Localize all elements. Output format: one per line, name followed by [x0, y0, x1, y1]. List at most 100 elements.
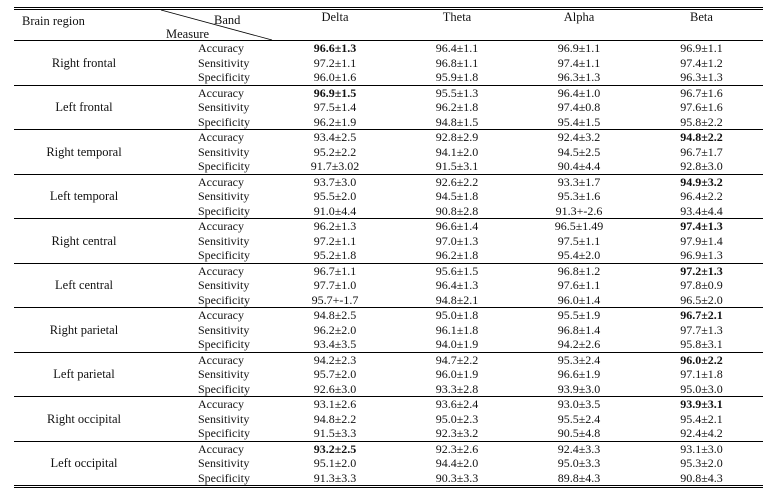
- measure-label: Accuracy: [198, 441, 244, 456]
- value-cell: 95.0±3.0: [680, 381, 723, 396]
- value-cell: 93.4±4.4: [680, 203, 723, 218]
- value-cell: 94.0±1.9: [435, 337, 479, 351]
- value-cell: 97.5±1.4: [313, 100, 357, 114]
- table-row: Specificity 91.5±3.3 92.3±3.2 90.5±4.8 92.4±…: [14, 426, 763, 441]
- region-group: Left frontal Accuracy 96.9±1.5 95.5±1.3 96.4…: [14, 85, 763, 130]
- value-cell: 94.8±2.5: [313, 308, 357, 322]
- table-row: Sensitivity 95.1±2.0 94.4±2.0 95.0±3.3 95.3±…: [14, 456, 763, 471]
- value-cell: 93.0±3.5: [557, 397, 601, 411]
- value-cell: 97.5±1.1: [557, 233, 601, 248]
- value-cell: 96.7±2.1: [680, 308, 723, 322]
- value-cell: 96.0±1.4: [557, 292, 601, 307]
- table-top-rule: [14, 7, 763, 10]
- value-cell: 97.4±0.8: [557, 100, 601, 114]
- value-cell: 95.3±2.4: [557, 352, 601, 367]
- value-cell: 95.1±2.0: [313, 456, 357, 470]
- table-row: Specificity 92.6±3.0 93.3±2.8 93.9±3.0 95.0±…: [14, 382, 763, 397]
- measure-label: Accuracy: [198, 174, 244, 189]
- value-cell: 97.7±1.3: [680, 322, 723, 337]
- measure-label: Sensitivity: [198, 367, 250, 381]
- table-row: Right frontal Accuracy 96.6±1.3 96.4±1.1 96.…: [14, 41, 763, 70]
- value-cell: 94.9±3.2: [680, 174, 723, 189]
- table-row: Specificity 93.4±3.5 94.0±1.9 94.2±2.6 95.8±…: [14, 337, 763, 352]
- value-cell: 96.0±1.9: [435, 367, 479, 381]
- value-cell: 96.2±1.3: [313, 219, 357, 233]
- header-corner-cell: Brain region Band Measure: [14, 10, 274, 41]
- value-cell: 95.3±1.6: [557, 189, 601, 203]
- value-cell: 96.3±1.3: [557, 70, 601, 84]
- value-cell: 94.8±2.1: [435, 292, 479, 307]
- value-cell: 96.5±1.49: [554, 219, 604, 233]
- value-cell: 95.0±2.3: [435, 411, 479, 426]
- table-row: Sensitivity 95.5±2.0 94.5±1.8 95.3±1.6 96.4±…: [14, 189, 763, 204]
- table-bottom-rule: [14, 485, 763, 488]
- table-row: Specificity 91.7±3.02 91.5±3.1 90.4±4.4 92.8…: [14, 159, 763, 174]
- value-cell: 90.4±4.4: [557, 159, 601, 173]
- table-row: Sensitivity 97.7±1.0 96.4±1.3 97.6±1.1 97.8±…: [14, 278, 763, 293]
- value-cell: 95.7±2.0: [313, 367, 357, 381]
- value-cell: 95.9±1.8: [435, 70, 479, 84]
- region-label: Left central: [55, 278, 113, 292]
- value-cell: 93.1±3.0: [680, 441, 723, 456]
- measure-label: Specificity: [198, 426, 250, 440]
- value-cell: 92.6±3.0: [313, 381, 357, 396]
- value-cell: 95.4±2.1: [680, 411, 723, 426]
- measure-label: Specificity: [198, 248, 250, 262]
- value-cell: 96.9±1.1: [680, 41, 723, 55]
- measure-label: Sensitivity: [198, 411, 250, 426]
- value-cell: 94.8±1.5: [435, 114, 479, 129]
- measure-label: Sensitivity: [198, 100, 250, 114]
- header-band-delta: Delta: [321, 10, 349, 24]
- value-cell: 93.9±3.1: [680, 397, 723, 411]
- value-cell: 92.8±3.0: [680, 159, 723, 173]
- measure-label: Sensitivity: [198, 278, 250, 292]
- value-cell: 91.3+-2.6: [555, 203, 603, 218]
- value-cell: 96.7±1.1: [313, 263, 357, 278]
- measure-label: Accuracy: [198, 352, 244, 367]
- measure-label: Sensitivity: [198, 322, 250, 337]
- value-cell: 96.5±2.0: [680, 292, 723, 307]
- table-row: Sensitivity 95.7±2.0 96.0±1.9 96.6±1.9 97.1±…: [14, 367, 763, 382]
- measure-label: Specificity: [198, 159, 250, 173]
- value-cell: 93.1±2.6: [313, 397, 357, 411]
- region-group: Left central Accuracy 96.7±1.1 95.6±1.5 96.8…: [14, 263, 763, 308]
- value-cell: 97.2±1.1: [313, 55, 357, 70]
- measure-label: Specificity: [198, 470, 250, 485]
- value-cell: 95.0±1.8: [435, 308, 479, 322]
- table-row: Right parietal Accuracy 94.8±2.5 95.0±1.8 95…: [14, 308, 763, 337]
- value-cell: 89.8±4.3: [557, 470, 601, 485]
- table-row: Sensitivity 97.5±1.4 96.2±1.8 97.4±0.8 97.6±…: [14, 100, 763, 115]
- value-cell: 90.8±2.8: [435, 203, 479, 218]
- region-label: Left occipital: [50, 456, 118, 470]
- value-cell: 95.8±3.1: [680, 337, 723, 351]
- measure-label: Accuracy: [198, 219, 244, 233]
- table-row: Left central Accuracy 96.7±1.1 95.6±1.5 96.8…: [14, 263, 763, 293]
- value-cell: 95.0±3.3: [557, 456, 601, 470]
- table-row: Specificity 95.7+-1.7 94.8±2.1 96.0±1.4 96.5…: [14, 293, 763, 308]
- table-header: Brain region Band Measure Delta Theta Al…: [14, 10, 763, 41]
- header-measure: Measure: [166, 27, 210, 41]
- measure-label: Accuracy: [198, 308, 244, 322]
- value-cell: 95.5±1.9: [557, 308, 601, 322]
- value-cell: 95.5±2.0: [313, 189, 357, 203]
- value-cell: 93.3±1.7: [557, 174, 601, 189]
- value-cell: 95.7+-1.7: [311, 292, 359, 307]
- value-cell: 94.2±2.3: [313, 352, 357, 367]
- measure-label: Specificity: [198, 292, 250, 307]
- value-cell: 93.4±3.5: [313, 337, 357, 351]
- header-band: Band: [214, 13, 241, 27]
- value-cell: 92.4±3.3: [557, 441, 601, 456]
- measure-label: Specificity: [198, 203, 250, 218]
- region-group: Left parietal Accuracy 94.2±2.3 94.7±2.2 95.…: [14, 352, 763, 397]
- region-group: Right central Accuracy 96.2±1.3 96.6±1.4 96.…: [14, 218, 763, 264]
- value-cell: 96.4±2.2: [680, 189, 723, 203]
- region-label: Right central: [51, 233, 117, 248]
- value-cell: 95.2±1.8: [313, 248, 357, 262]
- value-cell: 97.8±0.9: [680, 278, 723, 292]
- region-label: Right occipital: [47, 411, 121, 426]
- value-cell: 94.5±2.5: [557, 144, 601, 159]
- value-cell: 96.6±1.9: [557, 367, 601, 381]
- value-cell: 96.2±1.9: [313, 114, 357, 129]
- table-row: Left occipital Accuracy 93.2±2.5 92.3±2.6 92…: [14, 441, 763, 471]
- region-label: Right temporal: [46, 144, 122, 159]
